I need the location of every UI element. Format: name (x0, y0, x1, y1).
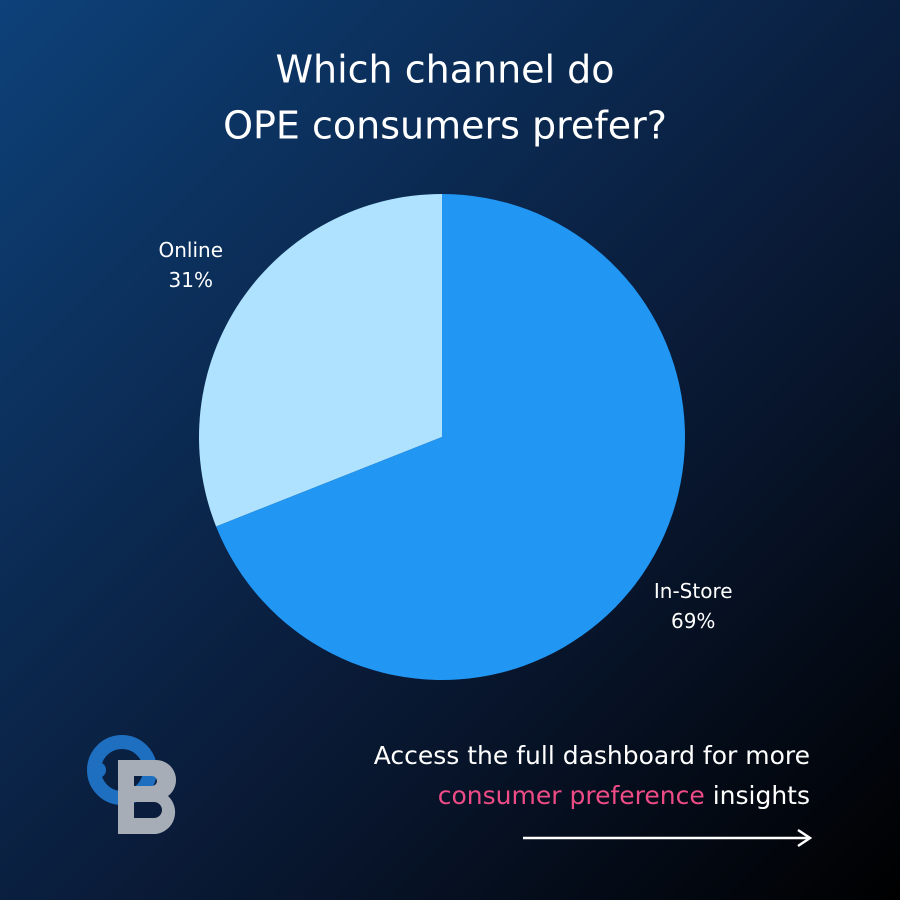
footer-highlight: consumer preference (438, 781, 705, 810)
slice-label: In-Store (654, 579, 733, 603)
logo-b (118, 760, 176, 834)
chart-title: OPE consumers prefer? (223, 104, 667, 148)
slice-label: Online (159, 238, 224, 262)
footer-space (705, 781, 713, 810)
chart-title: Which channel do (275, 48, 614, 92)
logo (87, 735, 176, 834)
logo-dot (90, 762, 106, 778)
arrow-head (797, 828, 813, 848)
pie-slice (216, 194, 685, 681)
value-label: 31% (169, 268, 213, 292)
value-label: 69% (671, 609, 715, 633)
pie: Online 31% In-Store 69% (159, 194, 733, 681)
footer-rest: insights (713, 781, 810, 810)
footer-text: consumer preference insights (438, 781, 810, 810)
pie-slice (199, 194, 442, 527)
footer-text: Access the full dashboard for more (374, 741, 810, 770)
